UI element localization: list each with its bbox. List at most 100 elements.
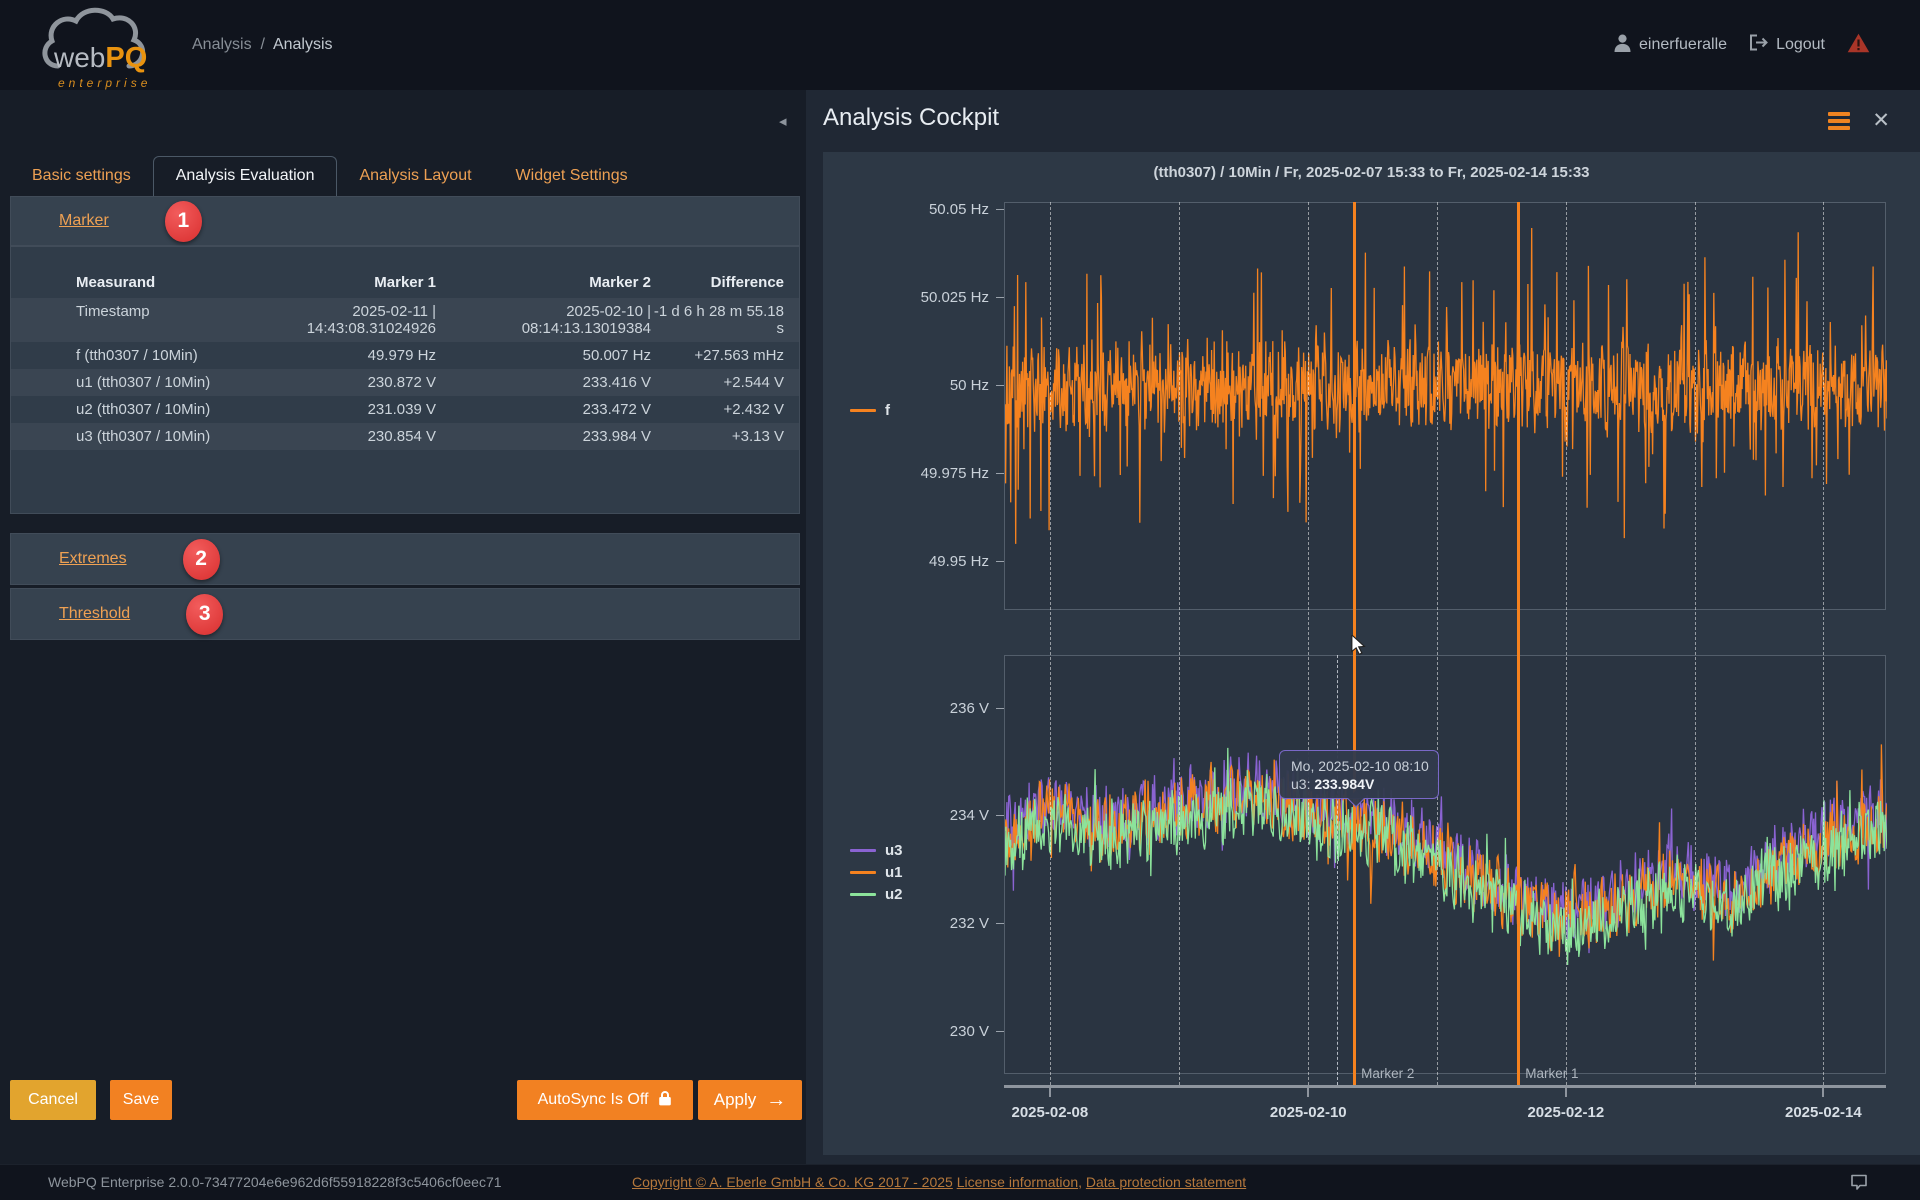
col-difference: Difference <box>651 274 784 291</box>
y-axis-tick <box>996 385 1004 386</box>
warning-icon[interactable] <box>1847 33 1870 58</box>
legend-item-u3[interactable]: u3 <box>850 842 903 859</box>
legend-item-u1[interactable]: u1 <box>850 864 903 881</box>
apply-button[interactable]: Apply → <box>698 1080 802 1120</box>
x-axis-tick <box>1049 1088 1051 1097</box>
x-axis-label: 2025-02-14 <box>1763 1104 1883 1121</box>
threshold-section-bar: Threshold 3 <box>10 588 800 640</box>
marker-link[interactable]: Marker <box>59 212 109 230</box>
collapse-panel-icon[interactable]: ◂ <box>779 112 787 130</box>
frequency-series <box>1005 203 1887 611</box>
hover-guide-line <box>1337 655 1338 1085</box>
y-axis-label: 234 V <box>859 807 989 824</box>
logo-web-text: web <box>54 42 105 73</box>
voltage-plot[interactable] <box>1004 655 1886 1074</box>
frequency-plot[interactable] <box>1004 202 1886 610</box>
marker-table-header: Measurand Marker 1 Marker 2 Difference <box>11 269 799 298</box>
cockpit-panel: Analysis Cockpit ✕ (tth0307) / 10Min / F… <box>806 90 1920 1164</box>
settings-tabs: Basic settings Analysis Evaluation Analy… <box>10 153 650 196</box>
marker-table: Measurand Marker 1 Marker 2 Difference T… <box>10 246 800 514</box>
col-measurand: Measurand <box>76 274 221 291</box>
user-menu[interactable]: einerfueralle <box>1614 34 1727 57</box>
day-gridline <box>1437 202 1438 1085</box>
col-marker2: Marker 2 <box>436 274 651 291</box>
y-axis-tick <box>996 297 1004 298</box>
logo-enterprise-text: enterprise <box>58 76 151 90</box>
legend-label: u1 <box>885 864 903 881</box>
tab-widget-settings[interactable]: Widget Settings <box>494 157 650 196</box>
feedback-bubble-icon[interactable] <box>1850 1173 1868 1196</box>
breadcrumb: Analysis / Analysis <box>192 36 333 54</box>
legend-item-f[interactable]: f <box>850 402 890 419</box>
day-gridline <box>1566 202 1567 1085</box>
tab-basic-settings[interactable]: Basic settings <box>10 157 153 196</box>
marker-line[interactable] <box>1517 202 1520 1085</box>
tab-analysis-layout[interactable]: Analysis Layout <box>337 157 493 196</box>
legend-label: f <box>885 402 890 419</box>
marker-label: Marker 1 <box>1525 1066 1578 1081</box>
close-icon[interactable]: ✕ <box>1872 108 1890 133</box>
legend-item-u2[interactable]: u2 <box>850 886 903 903</box>
x-axis-label: 2025-02-12 <box>1506 1104 1626 1121</box>
app-version: WebPQ Enterprise 2.0.0-73477204e6e962d6f… <box>48 1174 502 1190</box>
y-axis-label: 50.025 Hz <box>859 289 989 306</box>
table-row: u3 (tth0307 / 10Min) 230.854 V 233.984 V… <box>11 423 799 450</box>
marker-label: Marker 2 <box>1361 1066 1414 1081</box>
save-button[interactable]: Save <box>110 1080 172 1120</box>
y-axis-tick <box>996 1031 1004 1032</box>
voltage-series <box>1005 656 1887 1075</box>
logout-label: Logout <box>1776 36 1825 54</box>
x-axis-tick <box>1565 1088 1567 1097</box>
cancel-button[interactable]: Cancel <box>10 1080 96 1120</box>
chart-tooltip: Mo, 2025-02-10 08:10 u3: 233.984V <box>1279 750 1439 799</box>
y-axis-label: 49.95 Hz <box>859 553 989 570</box>
x-axis-tick <box>1822 1088 1824 1097</box>
y-axis-label: 236 V <box>859 700 989 717</box>
webpq-logo[interactable]: webPQ enterprise <box>36 4 176 88</box>
logo-pq-text: PQ <box>105 42 147 74</box>
lock-icon <box>658 1090 672 1111</box>
y-axis-tick <box>996 473 1004 474</box>
analysis-chart-widget: (tth0307) / 10Min / Fr, 2025-02-07 15:33… <box>823 152 1920 1155</box>
legend-color-swatch <box>850 849 876 852</box>
legend-label: u3 <box>885 842 903 859</box>
day-gridline <box>1823 202 1824 1085</box>
x-axis-line[interactable] <box>1004 1085 1886 1088</box>
extremes-link[interactable]: Extremes <box>59 550 127 568</box>
y-axis-tick <box>996 815 1004 816</box>
legend-color-swatch <box>850 893 876 896</box>
menu-icon[interactable] <box>1828 112 1850 133</box>
license-link[interactable]: License information <box>957 1174 1078 1190</box>
breadcrumb-current: Analysis <box>273 36 333 53</box>
x-axis-label: 2025-02-08 <box>990 1104 1110 1121</box>
extremes-section-bar: Extremes 2 <box>10 533 800 585</box>
chart-title: (tth0307) / 10Min / Fr, 2025-02-07 15:33… <box>823 164 1920 181</box>
cockpit-title: Analysis Cockpit <box>823 104 999 132</box>
x-axis-label: 2025-02-10 <box>1248 1104 1368 1121</box>
day-gridline <box>1308 202 1309 1085</box>
autosync-button[interactable]: AutoSync Is Off <box>517 1080 693 1120</box>
copyright-link[interactable]: Copyright © A. Eberle GmbH & Co. KG 2017… <box>632 1174 953 1190</box>
privacy-link[interactable]: Data protection statement <box>1086 1174 1246 1190</box>
y-axis-tick <box>996 209 1004 210</box>
y-axis-label: 49.975 Hz <box>859 465 989 482</box>
day-gridline <box>1695 202 1696 1085</box>
logout-icon <box>1749 34 1768 56</box>
navbar: webPQ enterprise Analysis / Analysis ein… <box>0 0 1920 90</box>
y-axis-label: 232 V <box>859 915 989 932</box>
x-axis-tick <box>1307 1088 1309 1097</box>
y-axis-label: 50 Hz <box>859 377 989 394</box>
extremes-badge: 2 <box>183 539 220 580</box>
tab-analysis-evaluation[interactable]: Analysis Evaluation <box>153 156 338 196</box>
day-gridline <box>1179 202 1180 1085</box>
mouse-cursor <box>1350 635 1368 660</box>
threshold-badge: 3 <box>186 594 223 635</box>
user-icon <box>1614 34 1631 57</box>
threshold-link[interactable]: Threshold <box>59 605 130 623</box>
table-row: f (tth0307 / 10Min) 49.979 Hz 50.007 Hz … <box>11 342 799 369</box>
breadcrumb-parent[interactable]: Analysis <box>192 36 252 53</box>
table-row: Timestamp 2025-02-11 | 14:43:08.31024926… <box>11 298 799 342</box>
table-row: u1 (tth0307 / 10Min) 230.872 V 233.416 V… <box>11 369 799 396</box>
logout-button[interactable]: Logout <box>1749 34 1825 56</box>
marker-badge: 1 <box>165 201 202 242</box>
